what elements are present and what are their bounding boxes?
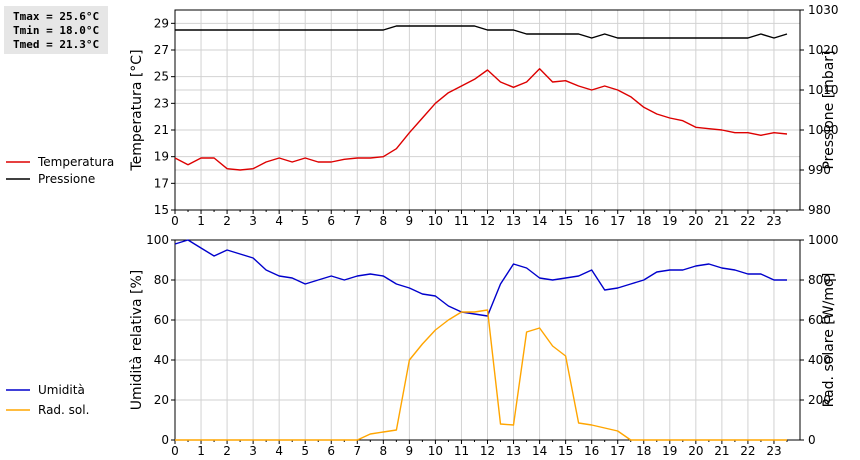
x-tick-label: 18 bbox=[636, 214, 651, 228]
x-tick-label: 16 bbox=[584, 214, 599, 228]
x-tick-label: 12 bbox=[480, 214, 495, 228]
y-right-tick-label: 1020 bbox=[808, 43, 839, 57]
y-left-tick-label: 29 bbox=[154, 16, 169, 30]
x-tick-label: 20 bbox=[688, 444, 703, 458]
x-tick-label: 0 bbox=[171, 214, 179, 228]
x-tick-label: 18 bbox=[636, 444, 651, 458]
x-tick-label: 13 bbox=[506, 444, 521, 458]
y-right-tick-label: 400 bbox=[808, 353, 831, 367]
x-tick-label: 17 bbox=[610, 444, 625, 458]
y-right-tick-label: 1000 bbox=[808, 123, 839, 137]
x-tick-label: 10 bbox=[428, 444, 443, 458]
y-right-tick-label: 990 bbox=[808, 163, 831, 177]
x-tick-label: 23 bbox=[766, 444, 781, 458]
x-tick-label: 11 bbox=[454, 214, 469, 228]
x-tick-label: 12 bbox=[480, 444, 495, 458]
x-tick-label: 8 bbox=[380, 444, 388, 458]
x-tick-label: 21 bbox=[714, 214, 729, 228]
x-tick-label: 6 bbox=[327, 214, 335, 228]
series-line-pressione bbox=[175, 25, 788, 39]
y-left-tick-label: 15 bbox=[154, 203, 169, 217]
tmax-label: Tmax = 25.6°C bbox=[13, 10, 100, 23]
y-left-tick-label: 17 bbox=[154, 176, 169, 190]
x-tick-label: 21 bbox=[714, 444, 729, 458]
y-right-tick-label: 0 bbox=[808, 433, 816, 447]
y-right-axis-title: Pressione [mbar] bbox=[821, 50, 837, 169]
x-tick-label: 4 bbox=[275, 214, 283, 228]
x-tick-label: 7 bbox=[353, 214, 361, 228]
y-right-tick-label: 1030 bbox=[808, 3, 839, 17]
y-left-tick-label: 27 bbox=[154, 43, 169, 57]
y-left-axis-title: Temperatura [°C] bbox=[129, 49, 145, 171]
y-left-tick-label: 40 bbox=[154, 353, 169, 367]
y-right-axis-title: Rad. solare [W/mq] bbox=[821, 273, 837, 408]
y-left-tick-label: 23 bbox=[154, 96, 169, 110]
x-tick-label: 3 bbox=[249, 214, 257, 228]
legend-label: Pressione bbox=[38, 172, 95, 186]
legend-label: Rad. sol. bbox=[38, 403, 89, 417]
x-tick-label: 22 bbox=[740, 444, 755, 458]
y-right-tick-label: 980 bbox=[808, 203, 831, 217]
x-tick-label: 2 bbox=[223, 214, 231, 228]
y-right-tick-label: 1000 bbox=[808, 233, 839, 247]
series-line-umidit- bbox=[174, 239, 787, 317]
series-line-rad-sol- bbox=[175, 309, 787, 441]
x-tick-label: 11 bbox=[454, 444, 469, 458]
y-left-tick-label: 80 bbox=[154, 273, 169, 287]
x-tick-label: 1 bbox=[197, 214, 205, 228]
plot-frame bbox=[174, 239, 801, 441]
x-tick-label: 7 bbox=[353, 444, 361, 458]
x-tick-label: 9 bbox=[406, 444, 414, 458]
x-tick-label: 8 bbox=[380, 214, 388, 228]
x-tick-label: 13 bbox=[506, 214, 521, 228]
y-right-tick-label: 600 bbox=[808, 313, 831, 327]
x-tick-label: 4 bbox=[275, 444, 283, 458]
stats-box: Tmax = 25.6°C Tmin = 18.0°C Tmed = 21.3°… bbox=[4, 6, 108, 54]
x-tick-label: 5 bbox=[301, 214, 309, 228]
tmed-label: Tmed = 21.3°C bbox=[13, 38, 100, 51]
x-tick-label: 14 bbox=[532, 444, 547, 458]
y-left-tick-label: 21 bbox=[154, 123, 169, 137]
y-right-tick-label: 1010 bbox=[808, 83, 839, 97]
plot-frame bbox=[174, 9, 801, 211]
y-left-axis-title: Umidità relativa [%] bbox=[129, 270, 145, 411]
x-tick-label: 10 bbox=[428, 214, 443, 228]
x-tick-label: 23 bbox=[766, 214, 781, 228]
x-tick-label: 20 bbox=[688, 214, 703, 228]
x-tick-label: 16 bbox=[584, 444, 599, 458]
x-tick-label: 2 bbox=[223, 444, 231, 458]
x-tick-label: 15 bbox=[558, 214, 573, 228]
x-tick-label: 22 bbox=[740, 214, 755, 228]
x-tick-label: 19 bbox=[662, 444, 677, 458]
y-right-tick-label: 800 bbox=[808, 273, 831, 287]
x-tick-label: 1 bbox=[197, 444, 205, 458]
x-tick-label: 9 bbox=[406, 214, 414, 228]
x-tick-label: 14 bbox=[532, 214, 547, 228]
legend-label: Umidità bbox=[38, 383, 85, 397]
x-tick-label: 17 bbox=[610, 214, 625, 228]
y-left-tick-label: 20 bbox=[154, 393, 169, 407]
y-left-tick-label: 25 bbox=[154, 70, 169, 84]
y-left-tick-label: 100 bbox=[146, 233, 169, 247]
x-tick-label: 5 bbox=[301, 444, 309, 458]
y-left-tick-label: 0 bbox=[161, 433, 169, 447]
x-tick-label: 6 bbox=[327, 444, 335, 458]
y-right-tick-label: 200 bbox=[808, 393, 831, 407]
x-tick-label: 19 bbox=[662, 214, 677, 228]
x-tick-label: 15 bbox=[558, 444, 573, 458]
tmin-label: Tmin = 18.0°C bbox=[13, 24, 100, 37]
x-tick-label: 0 bbox=[171, 444, 179, 458]
series-line-temperatura bbox=[174, 67, 788, 171]
y-left-tick-label: 60 bbox=[154, 313, 169, 327]
legend-label: Temperatura bbox=[37, 155, 114, 169]
x-tick-label: 3 bbox=[249, 444, 257, 458]
y-left-tick-label: 19 bbox=[154, 150, 169, 164]
